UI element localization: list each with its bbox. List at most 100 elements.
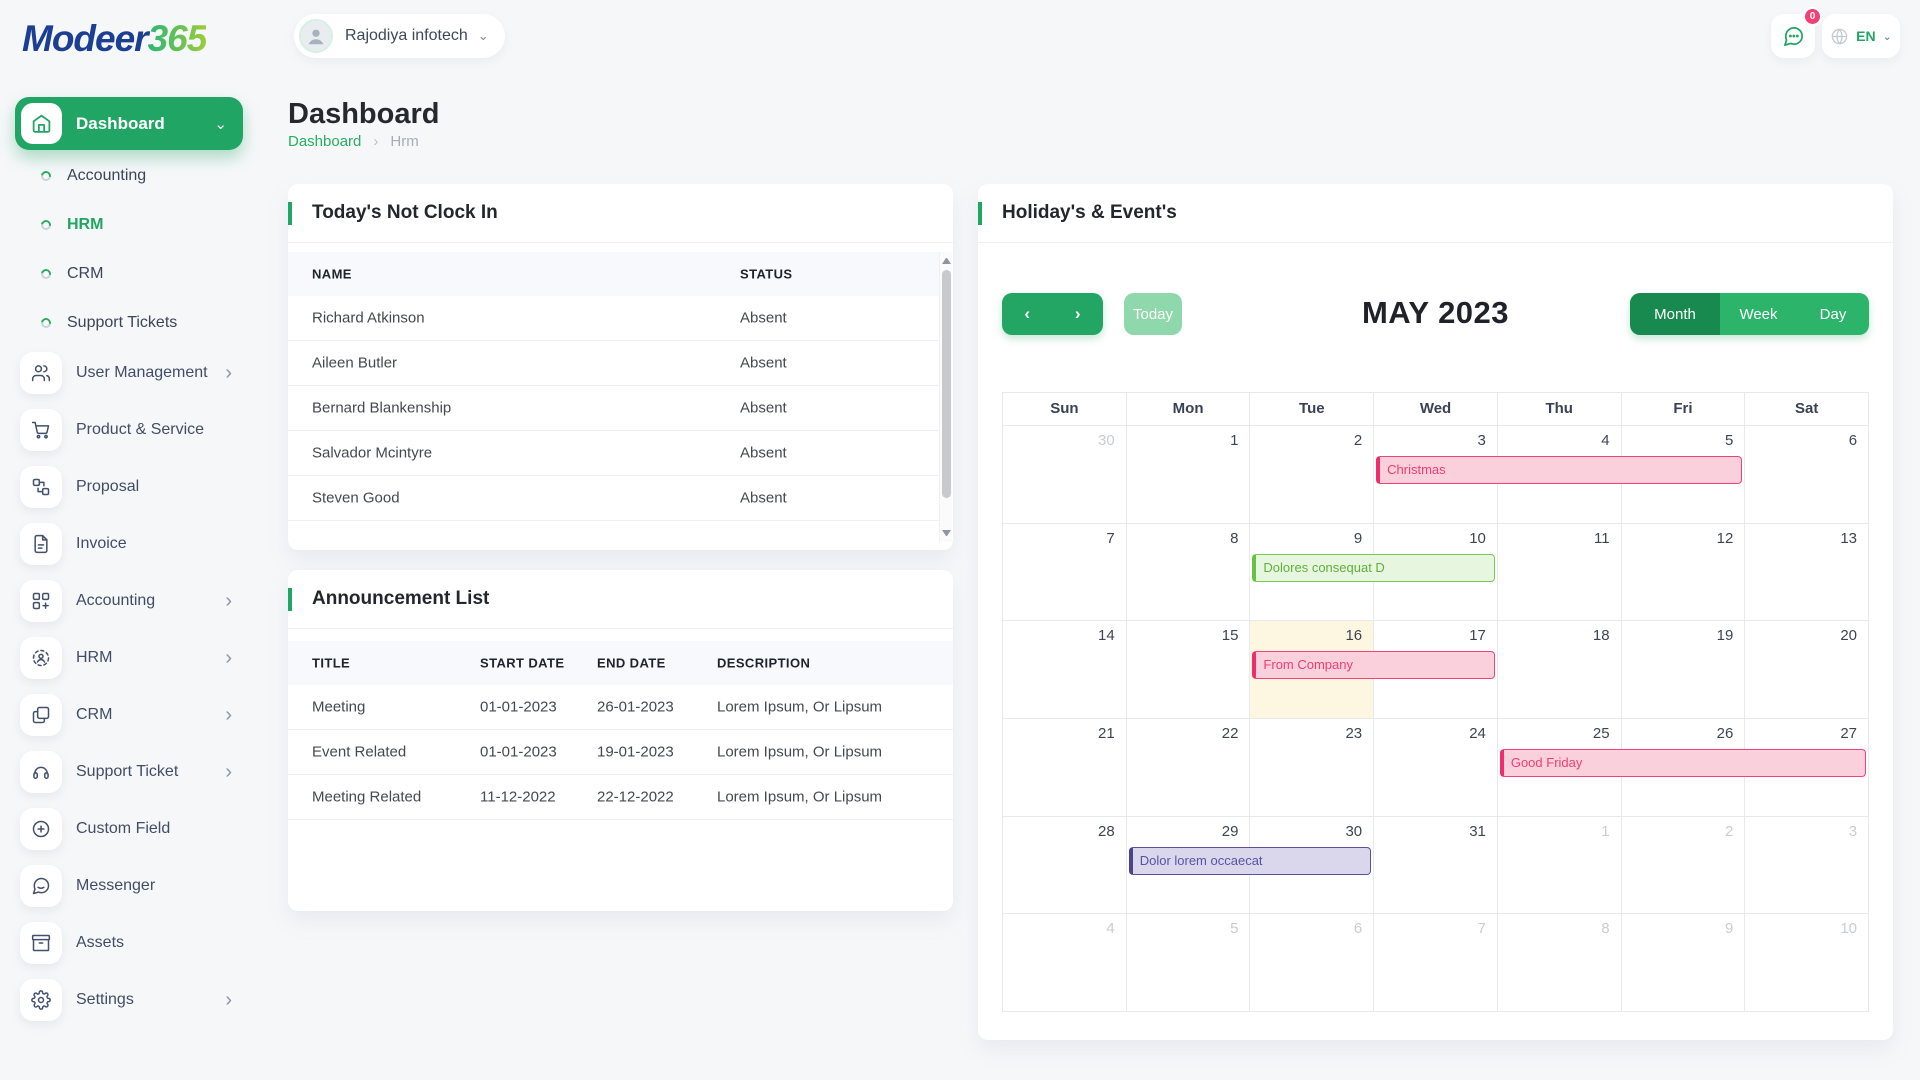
calendar-day-cell[interactable]: 5	[1126, 914, 1251, 1013]
day-number[interactable]: 8	[1601, 920, 1610, 938]
calendar-event-dolor-lorem-occaecat[interactable]: Dolor lorem occaecat	[1128, 846, 1372, 875]
day-number[interactable]: 24	[1469, 725, 1486, 743]
calendar-event-christmas[interactable]: Christmas	[1376, 456, 1743, 484]
day-number[interactable]: 16	[1345, 627, 1363, 645]
calendar-day-cell[interactable]: 5	[1621, 426, 1746, 524]
day-number[interactable]: 15	[1221, 627, 1239, 645]
calendar-day-cell[interactable]: 22	[1126, 719, 1251, 817]
day-number[interactable]: 1	[1230, 432, 1239, 449]
breadcrumb-dashboard-link[interactable]: Dashboard	[288, 133, 362, 150]
calendar-day-cell[interactable]: 1	[1126, 426, 1251, 524]
calendar-day-cell[interactable]: 4	[1003, 914, 1127, 1013]
day-number[interactable]: 12	[1716, 529, 1734, 547]
day-number[interactable]: 1	[1601, 822, 1610, 840]
sidebar-subitem-crm[interactable]: CRM	[0, 249, 260, 298]
calendar-day-cell[interactable]: 7	[1003, 523, 1127, 622]
calendar-day-cell[interactable]: 10	[1745, 914, 1870, 1013]
day-number[interactable]: 25	[1592, 725, 1610, 743]
sidebar-item-user-management[interactable]: User Management ›	[0, 344, 260, 401]
day-number[interactable]: 5	[1724, 432, 1734, 449]
sidebar-item-proposal[interactable]: Proposal	[0, 458, 260, 515]
day-number[interactable]: 29	[1221, 822, 1239, 840]
day-number[interactable]: 18	[1592, 627, 1610, 645]
calendar-day-cell[interactable]: 10	[1374, 523, 1498, 622]
day-number[interactable]: 11	[1594, 529, 1610, 547]
calendar-day-cell[interactable]: 6	[1250, 914, 1375, 1013]
calendar-day-cell[interactable]: 24	[1374, 719, 1498, 817]
calendar-day-cell[interactable]: 6	[1745, 426, 1870, 524]
calendar-day-cell[interactable]: 8	[1497, 914, 1622, 1013]
view-month-button[interactable]: Month	[1630, 293, 1720, 335]
brand-logo[interactable]: Modeer365	[22, 18, 207, 60]
day-number[interactable]: 3	[1848, 822, 1858, 840]
view-day-button[interactable]: Day	[1797, 293, 1869, 335]
calendar-day-cell[interactable]: 20	[1745, 621, 1870, 720]
sidebar-item-invoice[interactable]: Invoice	[0, 515, 260, 572]
messages-button[interactable]: 0	[1771, 7, 1822, 58]
calendar-day-cell[interactable]: 9	[1621, 914, 1746, 1013]
calendar-day-cell[interactable]: 14	[1003, 621, 1127, 720]
calendar-day-cell[interactable]: 27	[1745, 719, 1870, 817]
today-button[interactable]: Today	[1124, 293, 1182, 335]
calendar-day-cell[interactable]: 30	[1003, 426, 1127, 524]
calendar-day-cell[interactable]: 28	[1003, 816, 1127, 915]
calendar-day-cell[interactable]: 31	[1374, 816, 1498, 915]
day-number[interactable]: 21	[1098, 725, 1115, 743]
prev-month-button[interactable]: ‹	[1024, 304, 1031, 323]
scrollbar-thumb[interactable]	[942, 270, 951, 498]
sidebar-item-assets[interactable]: Assets	[0, 914, 260, 971]
next-month-button[interactable]: ›	[1074, 304, 1081, 323]
calendar-day-cell[interactable]: 18	[1497, 621, 1622, 720]
day-number[interactable]: 23	[1345, 725, 1363, 743]
calendar-day-cell[interactable]: 23	[1250, 719, 1375, 817]
calendar-day-cell[interactable]: 8	[1126, 523, 1251, 622]
calendar-event-good-friday[interactable]: Good Friday	[1499, 749, 1866, 778]
calendar-day-cell[interactable]: 15	[1126, 621, 1251, 720]
day-number[interactable]: 20	[1840, 627, 1858, 645]
day-number[interactable]: 4	[1601, 432, 1610, 449]
sidebar-item-hrm[interactable]: HRM ›	[0, 629, 260, 686]
day-number[interactable]: 6	[1848, 432, 1858, 449]
table-scrollbar[interactable]	[939, 252, 952, 542]
calendar-day-cell[interactable]: 7	[1374, 914, 1498, 1013]
day-number[interactable]: 7	[1106, 529, 1115, 547]
day-number[interactable]: 8	[1230, 529, 1239, 547]
calendar-day-cell[interactable]: 30	[1250, 816, 1375, 915]
day-number[interactable]: 17	[1469, 627, 1486, 645]
scrollbar-up-arrow-icon[interactable]	[942, 258, 951, 264]
calendar-day-cell[interactable]: 13	[1745, 523, 1870, 622]
day-number[interactable]: 27	[1840, 725, 1858, 743]
calendar-day-cell[interactable]: 12	[1621, 523, 1746, 622]
day-number[interactable]: 22	[1221, 725, 1239, 743]
sidebar-item-crm[interactable]: CRM ›	[0, 686, 260, 743]
calendar-day-cell[interactable]: 2	[1621, 816, 1746, 915]
calendar-day-cell[interactable]: 11	[1497, 523, 1622, 622]
sidebar-item-settings[interactable]: Settings ›	[0, 971, 260, 1028]
day-number[interactable]: 19	[1716, 627, 1734, 645]
day-number[interactable]: 3	[1477, 432, 1486, 449]
day-number[interactable]: 14	[1098, 627, 1115, 645]
day-number[interactable]: 6	[1353, 920, 1363, 938]
calendar-day-cell[interactable]: 21	[1003, 719, 1127, 817]
day-number[interactable]: 13	[1840, 529, 1858, 547]
day-number[interactable]: 10	[1469, 529, 1486, 547]
day-number[interactable]: 2	[1353, 432, 1363, 449]
sidebar-item-product-service[interactable]: Product & Service	[0, 401, 260, 458]
calendar-day-cell[interactable]: 1	[1497, 816, 1622, 915]
day-number[interactable]: 31	[1469, 822, 1486, 840]
sidebar-subitem-support-tickets[interactable]: Support Tickets	[0, 298, 260, 347]
day-number[interactable]: 9	[1353, 529, 1363, 547]
sidebar-item-accounting[interactable]: Accounting ›	[0, 572, 260, 629]
sidebar-subitem-accounting[interactable]: Accounting	[0, 151, 260, 200]
sidebar-item-support-ticket[interactable]: Support Ticket ›	[0, 743, 260, 800]
day-number[interactable]: 28	[1098, 822, 1115, 840]
calendar-day-cell[interactable]: 3	[1745, 816, 1870, 915]
calendar-event-from-company[interactable]: From Company	[1252, 651, 1495, 680]
calendar-day-cell[interactable]: 2	[1250, 426, 1375, 524]
day-number[interactable]: 4	[1106, 920, 1115, 938]
calendar-event-dolores-consequat-d[interactable]: Dolores consequat D	[1252, 553, 1495, 582]
language-selector[interactable]: EN ⌄	[1822, 14, 1900, 58]
calendar-day-cell[interactable]: 17	[1374, 621, 1498, 720]
day-number[interactable]: 26	[1716, 725, 1734, 743]
calendar-day-cell[interactable]: 19	[1621, 621, 1746, 720]
